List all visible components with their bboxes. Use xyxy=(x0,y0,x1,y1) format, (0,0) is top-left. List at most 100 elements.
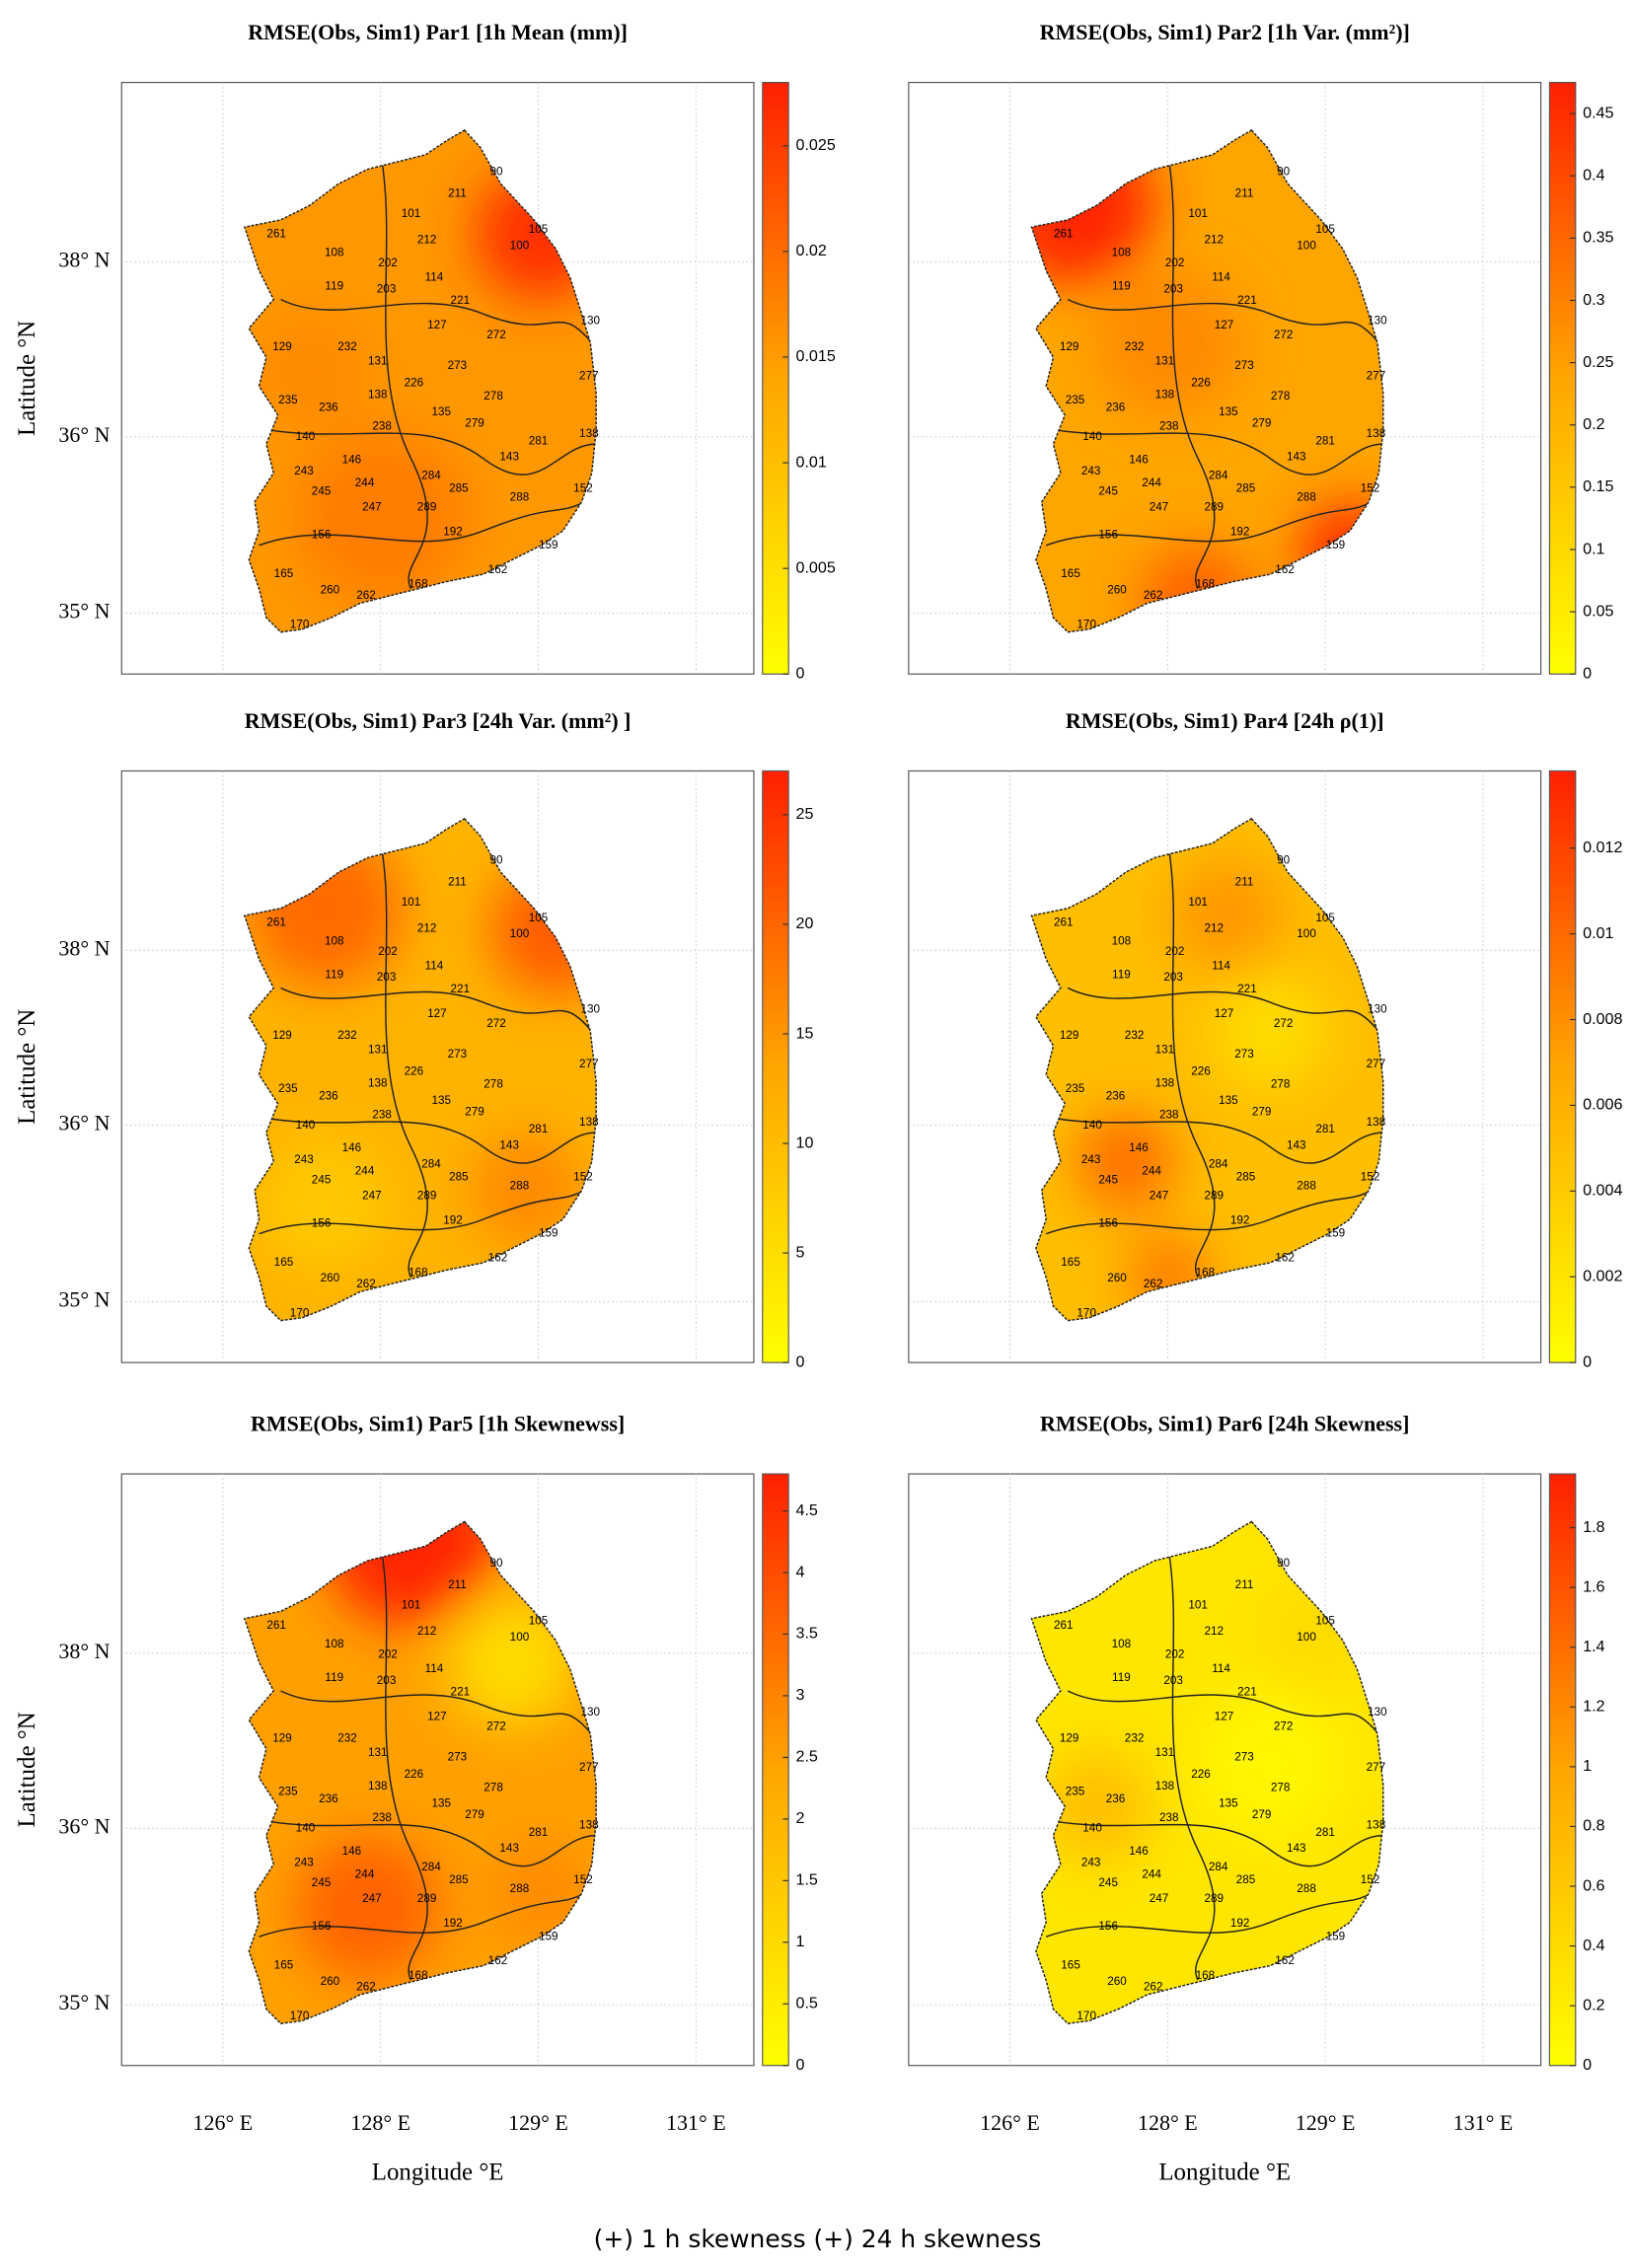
station-label: 261 xyxy=(1054,1619,1074,1632)
hotspot xyxy=(1168,857,1286,974)
station-label: 119 xyxy=(325,1671,343,1684)
station-label: 262 xyxy=(1144,1981,1163,1994)
station-label: 232 xyxy=(337,1731,357,1744)
station-label: 129 xyxy=(272,340,292,353)
station-label: 226 xyxy=(1191,1065,1211,1078)
station-label: 119 xyxy=(1112,279,1131,292)
colorbar-tick-label: 0.01 xyxy=(1583,924,1613,942)
station-label: 119 xyxy=(325,279,343,292)
station-label: 226 xyxy=(405,377,424,390)
station-label: 202 xyxy=(1165,1647,1185,1660)
station-label: 211 xyxy=(1235,187,1254,200)
lon-tick-label: 126° E xyxy=(980,2110,1040,2135)
station-label: 285 xyxy=(1236,1171,1256,1184)
station-label: 232 xyxy=(1125,1029,1145,1042)
hotspot xyxy=(295,1835,440,1981)
station-label: 247 xyxy=(1150,501,1169,514)
panel-title: RMSE(Obs, Sim1) Par6 [24h Skewness] xyxy=(1040,1412,1409,1436)
colorbar-tick-label: 20 xyxy=(796,915,814,932)
station-label: 261 xyxy=(266,228,286,241)
contour xyxy=(1053,1117,1383,1164)
lon-tick-label: 128° E xyxy=(1138,2110,1198,2135)
station-label: 277 xyxy=(1367,369,1386,382)
hotspot xyxy=(1075,1111,1177,1212)
panel-title: RMSE(Obs, Sim1) Par4 [24h ρ(1)] xyxy=(1066,708,1384,733)
station-label: 284 xyxy=(421,469,441,481)
station-label: 114 xyxy=(1212,271,1230,284)
station-label: 235 xyxy=(1066,394,1085,406)
station-label: 284 xyxy=(1209,1861,1228,1873)
station-label: 281 xyxy=(529,1826,549,1839)
station-label: 156 xyxy=(312,1216,332,1229)
station-label: 90 xyxy=(489,853,503,866)
station-label: 203 xyxy=(377,971,397,984)
colorbar-tick-label: 0.2 xyxy=(1583,1996,1604,2013)
colorbar-tick-label: 0.05 xyxy=(1583,602,1613,620)
station-label: 165 xyxy=(274,1256,294,1269)
station-label: 260 xyxy=(1107,583,1127,596)
station-label: 129 xyxy=(272,1731,292,1744)
colorbar-tick-label: 1.4 xyxy=(1583,1638,1604,1655)
colorbar-tick-label: 2 xyxy=(796,1809,805,1827)
station-label: 192 xyxy=(443,1214,463,1227)
station-label: 100 xyxy=(1297,239,1316,252)
colorbar-tick-label: 0.1 xyxy=(1583,540,1604,557)
station-label: 105 xyxy=(529,912,549,924)
station-label: 114 xyxy=(425,1662,444,1675)
station-label: 131 xyxy=(368,1044,388,1057)
station-label: 211 xyxy=(448,875,467,888)
station-label: 162 xyxy=(1275,563,1295,576)
station-label: 138 xyxy=(1155,1076,1175,1089)
colorbar xyxy=(1548,81,1577,675)
colorbar-tick-label: 25 xyxy=(796,805,814,823)
contour xyxy=(1045,1892,1373,1938)
station-label: 288 xyxy=(1297,1882,1316,1895)
colorbar-tick-label: 3.5 xyxy=(796,1625,818,1643)
colorbar-tick-label: 0.008 xyxy=(1583,1010,1622,1028)
station-label: 203 xyxy=(1163,1674,1183,1687)
colorbar-tick-label: 0.006 xyxy=(1583,1096,1622,1114)
station-label: 130 xyxy=(581,315,601,328)
station-label: 232 xyxy=(1125,1731,1145,1744)
station-label: 247 xyxy=(362,1892,382,1905)
station-label: 140 xyxy=(296,1821,316,1834)
station-label: 245 xyxy=(1098,1174,1118,1187)
colorbar-tick-label: 0.4 xyxy=(1583,1937,1604,1954)
coastline xyxy=(1030,817,1384,1322)
station-label: 278 xyxy=(1271,1078,1291,1091)
station-label: 130 xyxy=(1368,1706,1387,1719)
station-label: 127 xyxy=(1215,1007,1234,1020)
station-label: 235 xyxy=(278,394,298,406)
station-label: 143 xyxy=(499,450,519,463)
station-label: 261 xyxy=(1054,228,1074,241)
station-label: 273 xyxy=(448,1751,468,1764)
station-label: 108 xyxy=(1112,1638,1132,1650)
colorbar-tick-label: 0.004 xyxy=(1583,1182,1622,1200)
coastline xyxy=(243,1520,597,2024)
colorbar-tick-label: 1.5 xyxy=(796,1871,818,1889)
colorbar-tick-label: 0.2 xyxy=(1583,415,1604,433)
station-label: 245 xyxy=(312,1174,332,1187)
station-label: 138 xyxy=(1367,1116,1386,1129)
station-label: 221 xyxy=(1237,1686,1257,1699)
station-label: 101 xyxy=(402,207,421,220)
colorbar-tick-label: 0.02 xyxy=(796,242,827,259)
station-label: 131 xyxy=(1155,1746,1175,1759)
station-label: 170 xyxy=(1077,618,1096,630)
station-label: 114 xyxy=(1212,1662,1230,1675)
station-label: 272 xyxy=(1274,1720,1294,1733)
station-label: 138 xyxy=(368,1076,388,1089)
station-label: 168 xyxy=(409,1266,428,1279)
station-label: 236 xyxy=(319,1089,338,1102)
colorbar xyxy=(1548,769,1577,1363)
station-label: 135 xyxy=(1219,1796,1238,1809)
station-label: 143 xyxy=(1287,1842,1306,1855)
contour xyxy=(1053,1820,1383,1867)
station-label: 105 xyxy=(1315,912,1335,924)
colorbar-tick-label: 0.4 xyxy=(1583,167,1604,184)
station-label: 152 xyxy=(573,1171,593,1184)
contour xyxy=(259,1892,585,1938)
lat-tick-label: 38° N xyxy=(58,1639,110,1663)
station-label: 278 xyxy=(1271,1781,1291,1793)
station-label: 168 xyxy=(409,1969,428,1982)
